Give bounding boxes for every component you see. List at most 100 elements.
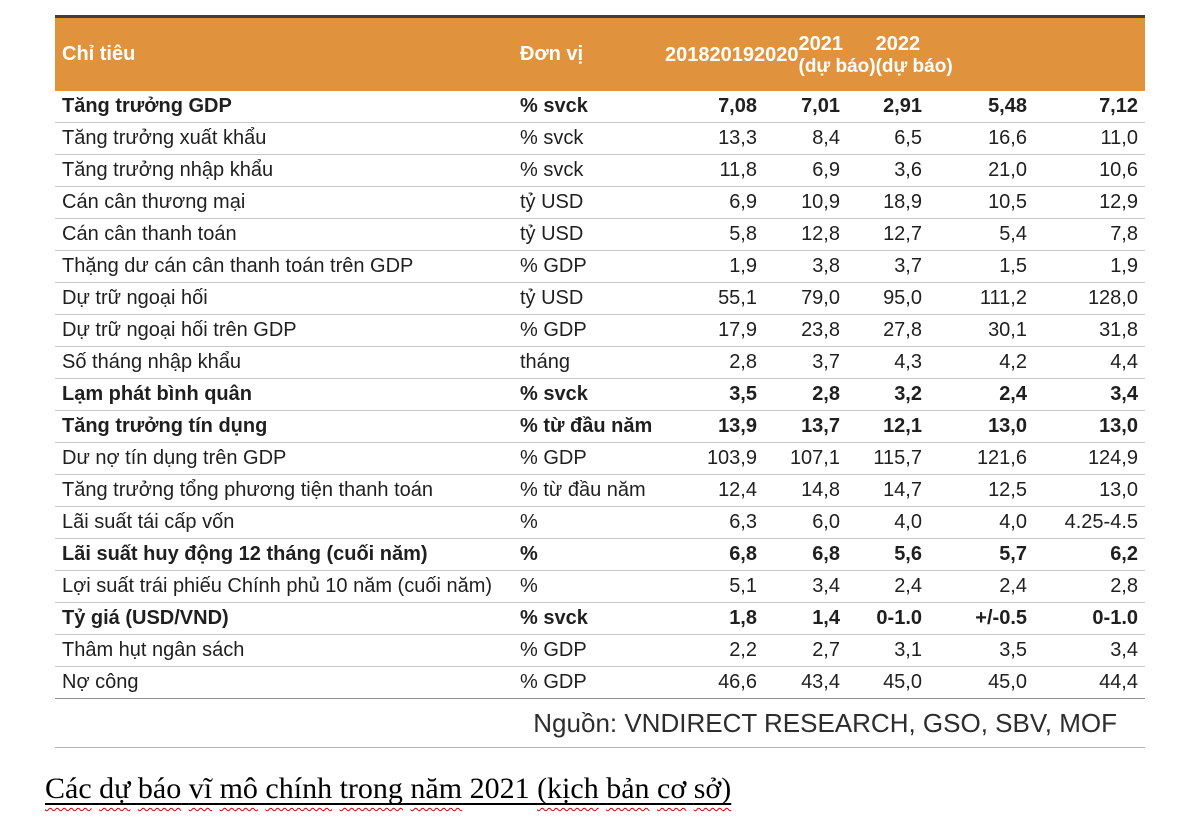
value-cell-2021: 5,4 <box>999 223 1027 245</box>
table-header: Chỉ tiêu Đơn vị 2018 2019 2020 2021 (dự … <box>55 15 1145 91</box>
value-cell-2018: 3,5 <box>729 383 757 405</box>
value-cell-2018: 17,9 <box>718 319 757 341</box>
value-cell-2019: 6,0 <box>812 511 840 533</box>
indicator-cell: Số tháng nhập khẩu <box>62 351 242 373</box>
value-cell-2021: 4,0 <box>999 511 1027 533</box>
value-cell-2022: 44,4 <box>1099 671 1138 693</box>
value-cell-2020: 3,7 <box>894 255 922 277</box>
value-cell-2018: 6,3 <box>729 511 757 533</box>
table-row: Lãi suất tái cấp vốn % 6,3 6,0 4,0 4,0 4… <box>55 507 1145 539</box>
value-cell-2021: 2,4 <box>999 383 1027 405</box>
table-row: Dự trữ ngoại hối trên GDP % GDP 17,9 23,… <box>55 315 1145 347</box>
caption-word: báo <box>137 772 182 805</box>
macro-forecast-table: Chỉ tiêu Đơn vị 2018 2019 2020 2021 (dự … <box>55 15 1145 748</box>
value-cell-2021: 3,5 <box>999 639 1027 661</box>
unit-cell: % svck <box>520 607 588 629</box>
value-cell-2021: 5,7 <box>999 543 1027 565</box>
unit-cell: % svck <box>520 383 588 405</box>
indicator-cell: Dự trữ ngoại hối trên GDP <box>62 319 297 341</box>
value-cell-2018: 11,8 <box>719 159 757 181</box>
unit-cell: tỷ USD <box>520 223 584 245</box>
caption-word: bản <box>606 772 650 805</box>
indicator-cell: Tăng trưởng tổng phương tiện thanh toán <box>62 479 434 501</box>
value-cell-2020: 27,8 <box>883 319 922 341</box>
value-cell-2019: 12,8 <box>801 223 840 245</box>
unit-cell: % svck <box>520 127 584 149</box>
caption-word: trong <box>339 772 403 805</box>
unit-cell: % GDP <box>520 671 587 693</box>
table-row: Tăng trưởng xuất khẩu % svck 13,3 8,4 6,… <box>55 123 1145 155</box>
value-cell-2019: 79,0 <box>801 287 840 309</box>
table-row: Số tháng nhập khẩu tháng 2,8 3,7 4,3 4,2… <box>55 347 1145 379</box>
caption-word: năm <box>410 772 463 805</box>
table-row: Cán cân thương mại tỷ USD 6,9 10,9 18,9 … <box>55 187 1145 219</box>
value-cell-2019: 6,9 <box>812 159 840 181</box>
value-cell-2019: 13,7 <box>801 415 840 437</box>
caption-word: Các <box>45 772 92 805</box>
value-cell-2018: 55,1 <box>718 287 757 309</box>
value-cell-2022: 6,2 <box>1110 543 1138 565</box>
indicator-cell: Nợ công <box>62 671 139 693</box>
value-cell-2021: 21,0 <box>988 159 1027 181</box>
indicator-cell: Lãi suất tái cấp vốn <box>62 511 235 533</box>
value-cell-2022: 12,9 <box>1099 191 1138 213</box>
value-cell-2022: 1,9 <box>1110 255 1138 277</box>
header-unit: Đơn vị <box>520 43 584 65</box>
header-year: 2020 <box>754 43 799 66</box>
value-cell-2018: 6,8 <box>729 543 757 565</box>
indicator-cell: Dự trữ ngoại hối <box>62 287 208 309</box>
value-cell-2019: 3,7 <box>812 351 840 373</box>
value-cell-2021: +/-0.5 <box>975 607 1027 629</box>
value-cell-2022: 3,4 <box>1110 639 1138 661</box>
caption-word: 2021 <box>469 772 530 805</box>
value-cell-2020: 12,7 <box>883 223 922 245</box>
table-row: Thặng dư cán cân thanh toán trên GDP % G… <box>55 251 1145 283</box>
value-cell-2020: 3,6 <box>894 159 922 181</box>
value-cell-2019: 10,9 <box>801 191 840 213</box>
value-cell-2022: 4,4 <box>1110 351 1138 373</box>
source-note: Nguồn: VNDIRECT RESEARCH, GSO, SBV, MOF <box>55 699 1145 748</box>
indicator-cell: Tăng trưởng xuất khẩu <box>62 127 267 149</box>
value-cell-2020: 6,5 <box>894 127 922 149</box>
value-cell-2020: 5,6 <box>894 543 922 565</box>
table-row: Cán cân thanh toán tỷ USD 5,8 12,8 12,7 … <box>55 219 1145 251</box>
value-cell-2022: 7,8 <box>1110 223 1138 245</box>
value-cell-2019: 6,8 <box>812 543 840 565</box>
value-cell-2019: 23,8 <box>801 319 840 341</box>
value-cell-2022: 0-1.0 <box>1092 607 1138 629</box>
value-cell-2022: 124,9 <box>1087 447 1138 469</box>
caption-word: vĩ <box>188 772 213 805</box>
value-cell-2018: 5,1 <box>729 575 757 597</box>
table-row: Tăng trưởng nhập khẩu % svck 11,8 6,9 3,… <box>55 155 1145 187</box>
header-year-forecast-note: (dự báo) <box>798 55 876 77</box>
value-cell-2019: 1,4 <box>812 607 840 629</box>
value-cell-2019: 3,4 <box>812 575 840 597</box>
value-cell-2022: 13,0 <box>1099 415 1138 437</box>
value-cell-2018: 13,9 <box>718 415 757 437</box>
unit-cell: % <box>520 543 538 565</box>
value-cell-2020: 14,7 <box>883 479 922 501</box>
caption-word: chính <box>265 772 333 805</box>
value-cell-2018: 103,9 <box>706 447 757 469</box>
header-year: 2018 <box>665 43 710 66</box>
value-cell-2020: 3,2 <box>894 383 922 405</box>
value-cell-2022: 4.25-4.5 <box>1064 511 1138 533</box>
value-cell-2019: 107,1 <box>789 447 840 469</box>
caption-word: dự <box>99 772 131 805</box>
value-cell-2021: 1,5 <box>999 255 1027 277</box>
value-cell-2021: 45,0 <box>988 671 1027 693</box>
value-cell-2021: 16,6 <box>988 127 1027 149</box>
unit-cell: tỷ USD <box>520 287 584 309</box>
value-cell-2020: 2,4 <box>894 575 922 597</box>
caption-word: cơ <box>657 772 687 805</box>
value-cell-2020: 18,9 <box>883 191 922 213</box>
value-cell-2018: 46,6 <box>718 671 757 693</box>
unit-cell: % GDP <box>520 639 587 661</box>
value-cell-2022: 3,4 <box>1110 383 1138 405</box>
table-row: Nợ công % GDP 46,6 43,4 45,0 45,0 44,4 <box>55 667 1145 699</box>
value-cell-2021: 111,2 <box>979 287 1027 309</box>
table-row: Thâm hụt ngân sách % GDP 2,2 2,7 3,1 3,5… <box>55 635 1145 667</box>
value-cell-2019: 14,8 <box>801 479 840 501</box>
unit-cell: % GDP <box>520 255 587 277</box>
value-cell-2018: 7,08 <box>718 95 757 117</box>
